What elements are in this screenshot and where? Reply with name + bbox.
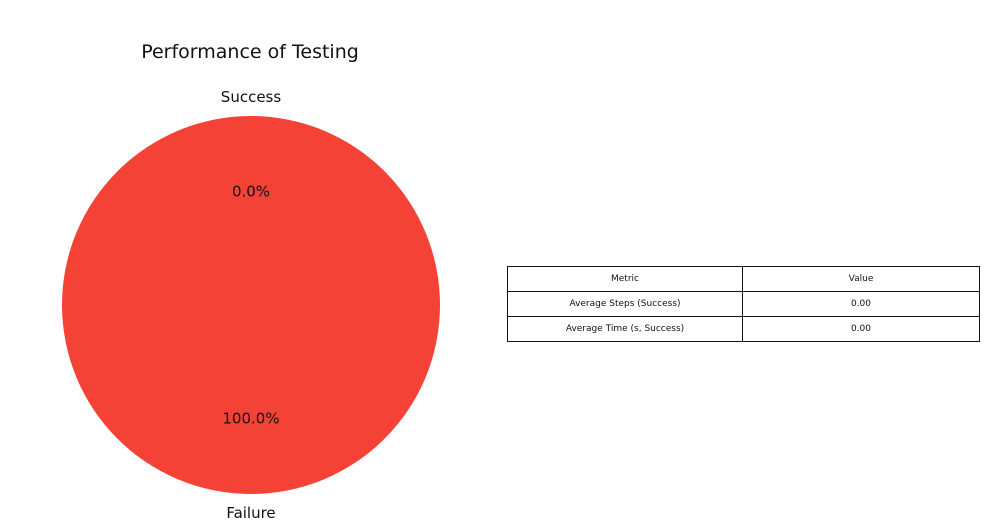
table-header-value: Value [742,266,980,292]
table-row: Average Steps (Success) 0.00 [507,291,980,317]
slice-percent-success: 0.0% [232,183,270,201]
table-cell-value: 0.00 [742,291,980,317]
pie-slice-failure [62,116,440,494]
pie-slices [62,116,440,494]
table-header-row: Metric Value [507,266,980,292]
table-header-metric: Metric [507,266,743,292]
metrics-table: Metric Value Average Steps (Success) 0.0… [507,266,980,342]
slice-label-success: Success [221,88,282,106]
table-row: Average Time (s, Success) 0.00 [507,316,980,342]
table-cell-metric: Average Time (s, Success) [507,316,743,342]
table-cell-value: 0.00 [742,316,980,342]
pie-labels: Success 0.0% Failure 100.0% [221,88,282,522]
slice-label-failure: Failure [226,504,275,522]
slice-percent-failure: 100.0% [222,409,279,427]
table-cell-metric: Average Steps (Success) [507,291,743,317]
chart-title: Performance of Testing [141,41,359,63]
